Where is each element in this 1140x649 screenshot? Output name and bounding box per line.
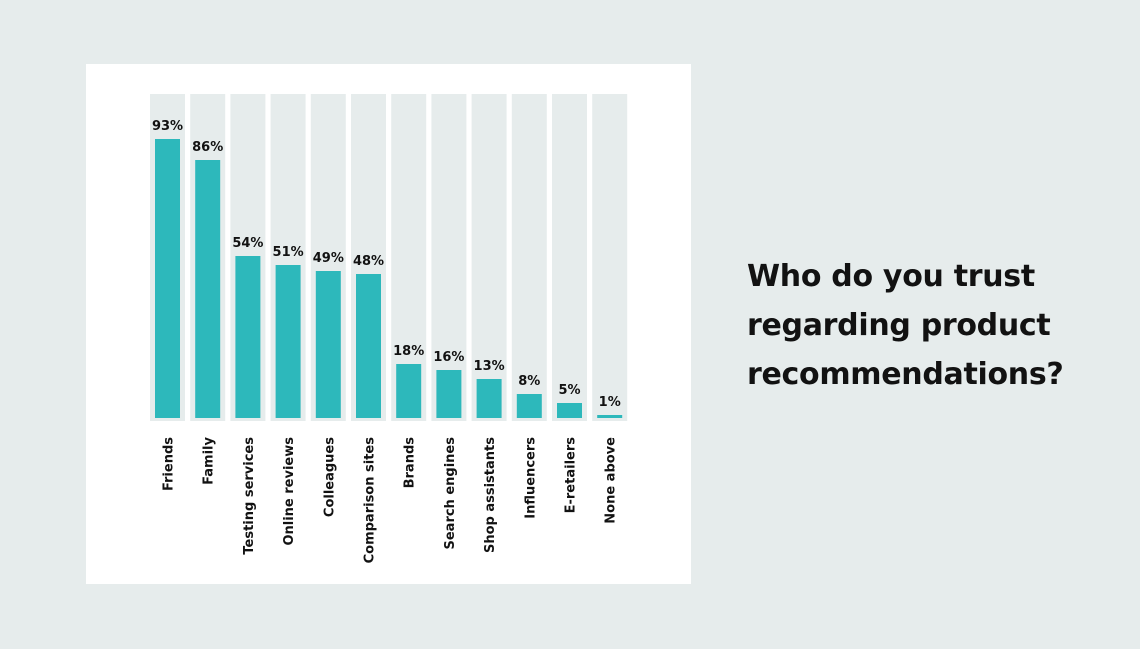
bar-e-retailers: [557, 403, 582, 418]
question-heading: Who do you trust regarding product recom…: [747, 252, 1127, 399]
bar-track-search-engines: [431, 94, 467, 421]
bar-testing-services: [235, 256, 261, 418]
bars: [155, 139, 623, 418]
bar-friends: [155, 139, 180, 418]
bar-search-engines: [436, 370, 462, 418]
category-label-shop-assistants: Shop assistants: [483, 437, 498, 553]
value-label-colleagues: 49%: [313, 251, 344, 266]
bar-influencers: [516, 394, 542, 418]
bar-track-shop-assistants: [471, 94, 507, 421]
value-label-none-above: 1%: [599, 395, 621, 410]
value-label-comparison-sites: 48%: [353, 254, 384, 269]
bar-none-above: [597, 415, 623, 418]
value-label-e-retailers: 5%: [558, 383, 580, 398]
category-label-none-above: None above: [604, 437, 619, 524]
value-label-online-reviews: 51%: [273, 245, 304, 260]
category-label-friends: Friends: [162, 437, 177, 491]
bar-chart: 93% 86% 54% 51% 49% 48% 18% 16% 13% 8% 5% 1% Friend…: [150, 94, 628, 563]
category-label-online-reviews: Online reviews: [282, 437, 297, 546]
category-label-search-engines: Search engines: [443, 437, 458, 550]
chart-card: 93% 86% 54% 51% 49% 48% 18% 16% 13% 8% 5% 1% Friend…: [86, 64, 691, 584]
bar-comparison-sites: [356, 274, 381, 418]
value-label-testing-services: 54%: [232, 236, 263, 251]
question-line-2: regarding product: [747, 308, 1051, 343]
bar-track-influencers: [511, 94, 547, 421]
category-label-e-retailers: E-retailers: [564, 437, 579, 514]
value-label-brands: 18%: [393, 344, 424, 359]
bar-shop-assistants: [476, 379, 502, 418]
category-label-family: Family: [202, 436, 217, 484]
category-label-testing-services: Testing services: [242, 437, 257, 555]
category-label-influencers: Influencers: [523, 437, 538, 519]
bar-track-e-retailers: [552, 94, 587, 421]
value-label-friends: 93%: [152, 119, 183, 134]
bar-brands: [396, 364, 422, 418]
category-label-comparison-sites: Comparison sites: [363, 437, 378, 564]
bar-colleagues: [315, 271, 341, 418]
bar-family: [195, 160, 221, 418]
value-label-shop-assistants: 13%: [474, 359, 505, 374]
value-labels: 93% 86% 54% 51% 49% 48% 18% 16% 13% 8% 5% 1%: [152, 119, 621, 410]
question-line-1: Who do you trust: [747, 259, 1035, 294]
category-labels: Friends Family Testing services Online revi…: [162, 436, 619, 563]
value-label-influencers: 8%: [518, 374, 540, 389]
value-label-search-engines: 16%: [433, 350, 464, 365]
category-label-brands: Brands: [403, 437, 418, 489]
bar-online-reviews: [275, 265, 301, 418]
question-line-3: recommendations?: [747, 357, 1064, 392]
category-label-colleagues: Colleagues: [322, 437, 337, 517]
value-label-family: 86%: [192, 140, 223, 155]
bar-track-none-above: [592, 94, 628, 421]
